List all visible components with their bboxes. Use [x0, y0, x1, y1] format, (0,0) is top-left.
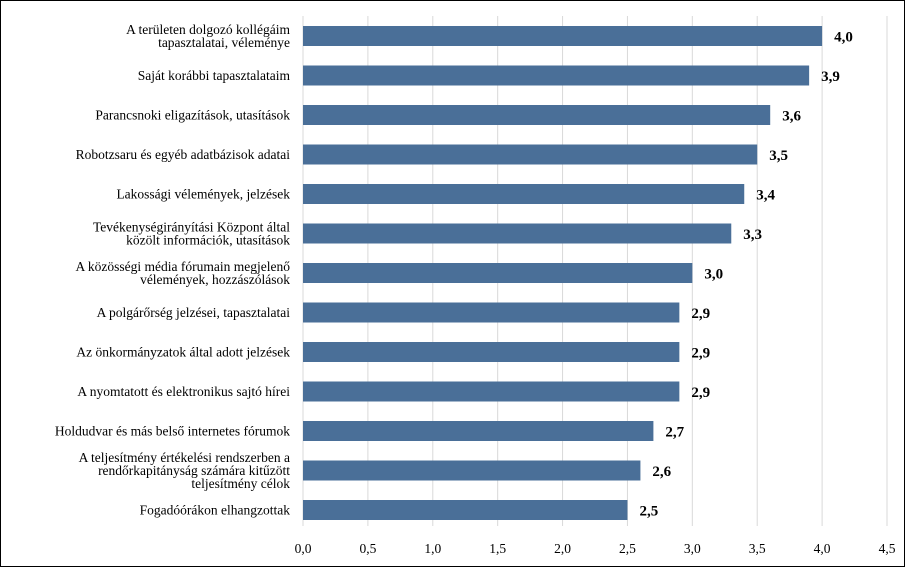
bar [303, 144, 758, 165]
x-tick-label: 2,5 [619, 541, 636, 556]
x-tick-label: 2,0 [554, 541, 571, 556]
category-label: Lakossági vélemények, jelzések [116, 187, 290, 202]
category-label: Robotzsaru és egyéb adatbázisok adatai [76, 147, 291, 162]
x-tick-label: 3,5 [749, 541, 766, 556]
bar [303, 184, 745, 204]
bar [303, 381, 680, 402]
category-label: A polgárőrség jelzései, tapasztalatai [97, 305, 291, 320]
bars [303, 26, 823, 520]
data-label: 3,5 [769, 148, 788, 164]
bar [303, 421, 654, 441]
x-tick-label: 1,0 [424, 541, 441, 556]
bar [303, 342, 680, 362]
category-label: Holdudvar és más belső internetes fórumo… [55, 424, 290, 439]
x-tick-label: 0,0 [295, 541, 312, 556]
data-label: 2,6 [652, 464, 671, 480]
x-tick-label: 0,5 [359, 541, 376, 556]
data-label: 2,9 [691, 346, 710, 362]
data-label: 3,3 [743, 227, 762, 243]
data-label: 2,9 [691, 385, 710, 401]
category-label: A közösségi média fórumain megjelenő véle… [76, 259, 291, 287]
bar [303, 460, 641, 481]
x-tick-label: 4,0 [814, 541, 831, 556]
data-label: 2,9 [691, 306, 710, 322]
data-label: 3,0 [704, 267, 723, 283]
bar [303, 65, 810, 86]
bar [303, 302, 680, 323]
data-label: 2,5 [639, 504, 658, 520]
value-labels: 4,0 3,9 3,6 3,5 3,4 3,3 3,0 2,9 2,9 2,9 2,7 2,6 2,5 [639, 30, 852, 520]
category-label: A területen dolgozó kollégáim tapasztalat… [126, 22, 290, 50]
data-label: 2,7 [665, 425, 684, 441]
x-tick-label: 4,5 [879, 541, 896, 556]
bar [303, 105, 771, 125]
data-label: 3,9 [821, 69, 840, 85]
data-label: 4,0 [834, 30, 853, 46]
bar [303, 26, 823, 46]
x-axis-tick-labels: 0,0 0,5 1,0 1,5 2,0 2,5 3,0 3,5 4,0 4,5 [295, 541, 896, 556]
category-label: Tevékenységirányítási Központ által közöl… [93, 220, 290, 248]
category-label: Saját korábbi tapasztalataim [138, 68, 291, 83]
category-labels: A területen dolgozó kollégáim tapasztalat… [55, 22, 291, 518]
x-tick-label: 3,0 [684, 541, 701, 556]
data-label: 3,6 [782, 109, 801, 125]
category-label: Az önkormányzatok által adott jelzések [76, 345, 290, 360]
bar [303, 223, 732, 244]
category-label: A nyomtatott és elektronikus sajtó hírei [77, 384, 290, 399]
category-label: Fogadóórákon elhangzottak [140, 503, 291, 518]
bar [303, 263, 693, 283]
data-label: 3,4 [756, 188, 775, 204]
bar [303, 500, 628, 520]
x-tick-label: 1,5 [489, 541, 506, 556]
category-label: Parancsnoki eligazítások, utasítások [95, 108, 290, 123]
